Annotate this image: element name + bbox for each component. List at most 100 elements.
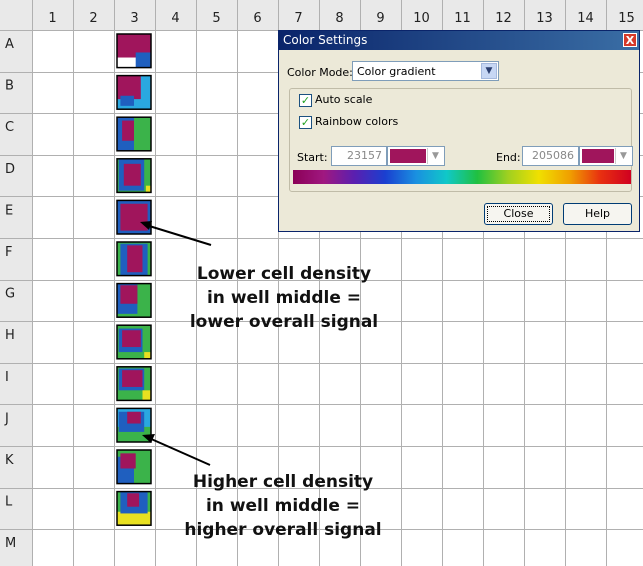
column-header-bar — [0, 0, 643, 30]
color-mode-value: Color gradient — [357, 65, 436, 78]
well-border — [116, 282, 152, 318]
well-border — [116, 116, 152, 152]
well-border — [116, 407, 152, 443]
color-options-group — [289, 88, 632, 192]
well-border — [116, 199, 152, 235]
well-heatmap[interactable] — [116, 324, 152, 360]
start-value-field[interactable]: 23157 — [331, 146, 387, 166]
well-heatmap[interactable] — [116, 199, 152, 235]
arrow-lower — [145, 224, 212, 246]
column-header[interactable]: 8 — [335, 11, 343, 26]
row-header-bar — [0, 0, 32, 566]
heatmap-cell — [117, 511, 151, 526]
heatmap-cell — [117, 75, 141, 100]
heatmap-cell — [127, 411, 141, 424]
well-border — [116, 449, 152, 485]
arrowhead-lower — [140, 221, 152, 230]
well-border — [116, 74, 152, 110]
heatmap-cell — [135, 52, 151, 68]
well-border — [116, 490, 152, 526]
column-header[interactable]: 7 — [294, 11, 302, 26]
heatmap-cell — [127, 493, 140, 507]
row-header[interactable]: M — [5, 536, 16, 551]
row-header[interactable]: K — [5, 453, 14, 468]
column-header[interactable]: 3 — [130, 11, 138, 26]
well-heatmap[interactable] — [116, 449, 152, 485]
color-mode-select[interactable]: Color gradient ▼ — [352, 61, 499, 81]
annotation-higher-density: Higher cell density in well middle = hig… — [184, 472, 382, 540]
column-header[interactable]: 11 — [454, 11, 471, 26]
row-header[interactable]: L — [5, 495, 13, 510]
start-color-swatch — [390, 149, 426, 163]
row-header[interactable]: D — [5, 162, 15, 177]
color-mode-label: Color Mode: — [287, 66, 353, 79]
annotation-lower-density: Lower cell density in well middle = lowe… — [189, 264, 379, 332]
heatmap-cell — [127, 245, 143, 273]
column-header[interactable]: 4 — [171, 11, 179, 26]
arrow-higher — [148, 437, 211, 466]
column-header[interactable]: 6 — [253, 11, 261, 26]
heatmap-cell — [144, 352, 151, 359]
column-header[interactable]: 13 — [536, 11, 553, 26]
well-border — [116, 33, 152, 69]
well-border — [116, 366, 152, 402]
well-heatmap[interactable] — [116, 490, 152, 526]
well-heatmap[interactable] — [116, 407, 152, 443]
well-heatmap[interactable] — [116, 241, 152, 277]
well-heatmap[interactable] — [116, 33, 152, 69]
well-border — [116, 158, 152, 194]
heatmap-cell — [145, 185, 151, 193]
column-header[interactable]: 1 — [48, 11, 56, 26]
rainbow-colors-checkbox[interactable]: ✓ — [299, 116, 312, 129]
row-header[interactable]: H — [5, 328, 15, 343]
well-heatmap[interactable] — [116, 116, 152, 152]
end-color-swatch — [582, 149, 614, 163]
rainbow-colors-label: Rainbow colors — [315, 115, 399, 128]
well-border — [116, 324, 152, 360]
heatmap-cell — [120, 453, 136, 469]
row-header[interactable]: A — [5, 37, 14, 52]
auto-scale-checkbox[interactable]: ✓ — [299, 94, 312, 107]
row-header[interactable]: C — [5, 120, 14, 135]
row-header[interactable]: G — [5, 287, 15, 302]
row-header[interactable]: E — [5, 203, 13, 218]
well-heatmap[interactable] — [116, 282, 152, 318]
column-header[interactable]: 14 — [577, 11, 594, 26]
column-header[interactable]: 2 — [89, 11, 97, 26]
row-header[interactable]: I — [5, 370, 9, 385]
well-heatmap[interactable] — [116, 74, 152, 110]
chevron-down-icon[interactable]: ▼ — [427, 148, 443, 164]
well-border — [116, 241, 152, 277]
column-header[interactable]: 9 — [376, 11, 384, 26]
heatmap-cell — [120, 285, 138, 304]
row-header[interactable]: F — [5, 245, 12, 260]
close-icon[interactable]: X — [623, 33, 637, 47]
heatmap-cell — [123, 163, 141, 186]
column-header[interactable]: 12 — [495, 11, 512, 26]
chevron-down-icon[interactable]: ▼ — [615, 148, 631, 164]
start-label: Start: — [297, 151, 328, 164]
start-color-picker[interactable]: ▼ — [387, 146, 445, 166]
heatmap-cell — [117, 34, 151, 58]
color-gradient-bar — [293, 170, 631, 184]
well-heatmap[interactable] — [116, 158, 152, 194]
column-header[interactable]: 15 — [618, 11, 635, 26]
auto-scale-label: Auto scale — [315, 93, 373, 106]
heatmap-cell — [122, 370, 143, 387]
dialog-title-bar[interactable]: Color Settings X — [279, 31, 639, 50]
close-button[interactable]: Close — [484, 203, 553, 225]
heatmap-cell — [142, 390, 151, 401]
help-button[interactable]: Help — [563, 203, 632, 225]
heatmap-cell — [122, 120, 134, 141]
column-header[interactable]: 5 — [212, 11, 220, 26]
column-header[interactable]: 10 — [413, 11, 430, 26]
row-header[interactable]: J — [4, 411, 9, 426]
dialog-title: Color Settings — [283, 33, 368, 47]
end-value-field[interactable]: 205086 — [522, 146, 579, 166]
end-color-picker[interactable]: ▼ — [579, 146, 633, 166]
well-heatmap[interactable] — [116, 366, 152, 402]
row-header[interactable]: B — [5, 79, 14, 94]
end-label: End: — [496, 151, 521, 164]
chevron-down-icon[interactable]: ▼ — [481, 63, 497, 79]
heatmap-cell — [120, 95, 134, 106]
